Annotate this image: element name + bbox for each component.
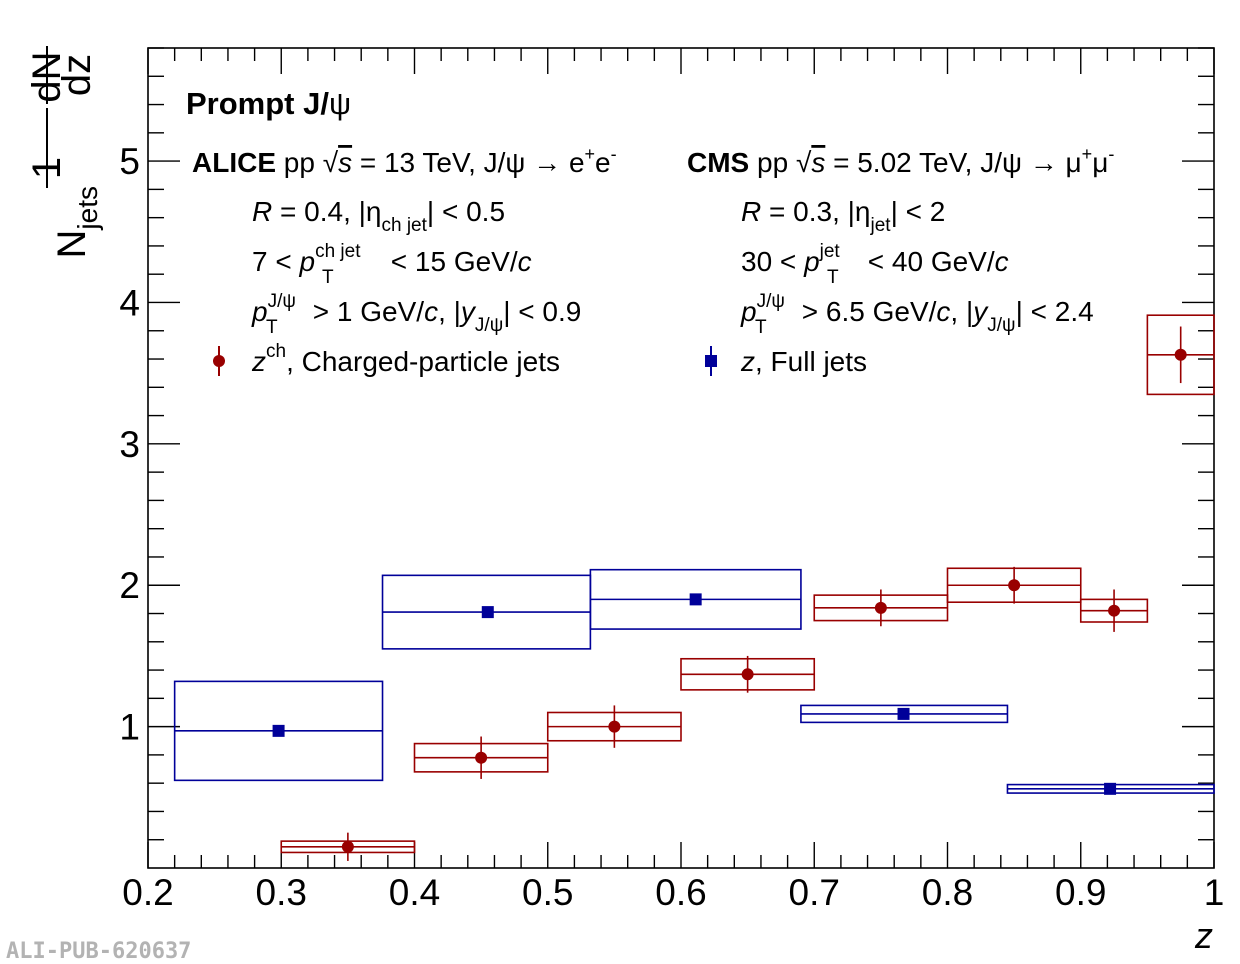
cms-header: CMS pp √s = 5.02 TeV, J/ψ → μ+μ-	[687, 144, 1114, 178]
marker-square	[272, 724, 285, 737]
y-tick-label: 4	[119, 282, 140, 323]
marker-square	[1104, 782, 1117, 795]
data-point	[946, 566, 1082, 604]
legend-cms-marker	[705, 346, 717, 376]
series-cms	[173, 568, 1215, 795]
alice-line-2: 7 < pch jet T < 15 GeV/c	[252, 241, 532, 288]
legend-cms-label: z, Full jets	[740, 346, 867, 377]
data-marks	[173, 314, 1215, 861]
x-tick-label: 0.2	[122, 872, 173, 913]
x-tick-label: 0.3	[256, 872, 307, 913]
x-tick-label: 0.8	[922, 872, 973, 913]
data-point	[381, 574, 592, 650]
x-tick-label: 0.7	[789, 872, 840, 913]
data-point	[800, 704, 1009, 724]
y-tick-label: 5	[119, 141, 140, 182]
cms-line-1: R = 0.3, |ηjet| < 2	[741, 196, 945, 236]
alice-line-3: pJ/ψ T > 1 GeV/c, |yJ/ψ| < 0.9	[251, 291, 581, 338]
data-point	[589, 568, 802, 630]
data-point	[1006, 782, 1215, 795]
data-point	[280, 832, 416, 861]
y-label-jets: jets	[72, 186, 103, 231]
cms-line-3: pJ/ψ T > 6.5 GeV/c, |yJ/ψ| < 2.4	[740, 291, 1094, 338]
y-label-n: N	[50, 230, 94, 259]
data-point	[173, 680, 384, 782]
y-label-dz: dz	[55, 54, 99, 96]
marker-circle	[1108, 604, 1121, 617]
data-point	[546, 705, 682, 748]
marker-square	[481, 606, 494, 619]
x-tick-label: 0.4	[389, 872, 440, 913]
marker-square	[897, 707, 910, 720]
series-alice	[280, 314, 1215, 861]
x-tick-label: 0.5	[522, 872, 573, 913]
y-axis-label: 1 Njets dN dz	[25, 46, 103, 258]
y-tick-label: 2	[119, 565, 140, 606]
data-point	[413, 736, 549, 779]
x-axis-label: z	[1194, 915, 1213, 956]
marker-circle	[608, 720, 621, 733]
marker-circle	[1008, 579, 1021, 592]
marker-circle	[1174, 348, 1187, 361]
publication-id: ALI-PUB-620637	[6, 939, 191, 964]
x-tick-label: 0.9	[1055, 872, 1106, 913]
cms-line-2: 30 < pjet T < 40 GeV/c	[741, 241, 1009, 288]
data-point	[680, 655, 816, 693]
marker-circle	[874, 601, 887, 614]
marker-circle	[341, 840, 354, 853]
alice-header: ALICE pp √s = 13 TeV, J/ψ → e+e-	[192, 144, 617, 178]
marker-circle	[475, 751, 488, 764]
y-tick-label: 1	[119, 707, 140, 748]
data-point	[1146, 314, 1215, 396]
marker-circle	[741, 668, 754, 681]
legend: zch, Charged-particle jets z, Full jets	[213, 341, 867, 377]
svg-text:Njets: Njets	[50, 186, 103, 258]
legend-alice-marker	[213, 346, 225, 376]
alice-line-1: R = 0.4, |ηch jet| < 0.5	[252, 196, 505, 236]
x-tick-label: 1	[1204, 872, 1225, 913]
x-tick-labels: 0.2 0.3 0.4 0.5 0.6 0.7 0.8 0.9 1	[122, 872, 1224, 913]
data-point	[813, 589, 949, 627]
axes-ticks	[147, 47, 1215, 868]
x-tick-label: 0.6	[655, 872, 706, 913]
y-tick-label: 3	[119, 424, 140, 465]
legend-alice-label: zch, Charged-particle jets	[251, 341, 560, 377]
marker-square	[689, 593, 702, 606]
data-point	[1079, 589, 1149, 632]
y-tick-labels: 1 2 3 4 5	[119, 141, 140, 748]
chart-title: Prompt J/ψ	[186, 86, 351, 121]
